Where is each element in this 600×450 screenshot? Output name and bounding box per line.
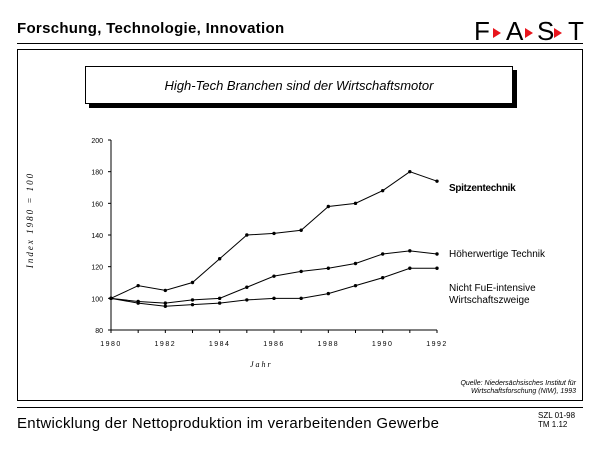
logo-triangle-icon [493,28,501,38]
data-point [136,283,140,288]
data-point [272,231,276,236]
series-line-2 [110,267,437,307]
series-label-spitzentechnik: Spitzentechnik [449,183,516,194]
slide-code-line1: SZL 01-98 [538,411,576,420]
data-point [163,304,168,308]
y-tick-label: 80 [95,328,103,335]
data-point [163,288,168,293]
data-point [408,249,412,253]
chart-frame [17,49,583,401]
x-axis-label: Jahr [250,360,273,369]
data-point [435,266,439,270]
header-divider [17,43,583,44]
data-point [163,301,168,305]
x-tick-label: 1990 [372,341,394,348]
data-point [217,257,222,261]
data-point [326,266,331,270]
data-point [435,179,439,183]
series-label-hoeherwertige-technik: Höherwertige Technik [449,249,545,260]
data-point [109,296,113,301]
data-point [245,298,249,302]
data-point [190,280,195,285]
data-point [435,252,439,256]
logo-letter-a: A [506,16,524,44]
data-point [408,266,412,270]
x-tick-label: 1984 [209,341,231,348]
data-point [217,296,222,301]
fast-logo: F A S T [474,16,584,44]
data-point [326,204,331,209]
logo-triangle-icon [554,28,562,38]
y-axis-label: Index 1980 = 100 [25,171,35,269]
x-tick-label: 1982 [155,341,177,348]
data-point [408,169,412,174]
data-point [299,269,303,274]
data-point [353,261,358,266]
data-point [299,228,303,232]
data-point [326,291,331,296]
data-point [245,233,249,237]
x-tick-label: 1992 [426,341,448,348]
data-point [272,296,276,301]
data-point [353,201,358,206]
page-header-title: Forschung, Technologie, Innovation [17,20,285,37]
footer-title: Entwicklung der Nettoproduktion im verar… [17,415,440,432]
x-tick-label: 1988 [318,341,340,348]
data-point [190,302,195,307]
data-point [380,188,385,193]
logo-triangle-icon [525,28,533,38]
logo-letter-f: F [474,16,490,44]
x-tick-label: 1986 [263,341,285,348]
data-point [217,301,222,305]
y-tick-label: 180 [91,170,103,177]
data-point [299,296,303,301]
x-tick-label: 1980 [100,341,122,348]
data-point [190,298,195,302]
data-point [245,285,249,289]
footer-divider [17,407,583,408]
data-point [272,274,276,278]
y-tick-label: 100 [91,296,103,303]
y-tick-label: 140 [91,233,103,240]
data-point [353,283,358,288]
source-note: Quelle: Niedersächsisches Institut für W… [460,380,576,395]
y-tick-label: 200 [91,138,103,145]
logo-letter-s: S [537,16,554,44]
y-tick-label: 120 [91,265,103,272]
data-point [380,252,385,256]
logo-letter-t: T [568,16,584,44]
slide-code-line2: TM 1.12 [538,420,568,429]
series-label-nicht-fue-intensive: Nicht FuE-intensive Wirtschaftszweige [449,283,536,306]
y-tick-label: 160 [91,201,103,208]
data-point [136,301,140,305]
slide-code: SZL 01-98 TM 1.12 [538,411,575,429]
data-point [380,276,385,280]
chart-title: High-Tech Branchen sind der Wirtschaftsm… [85,66,513,104]
